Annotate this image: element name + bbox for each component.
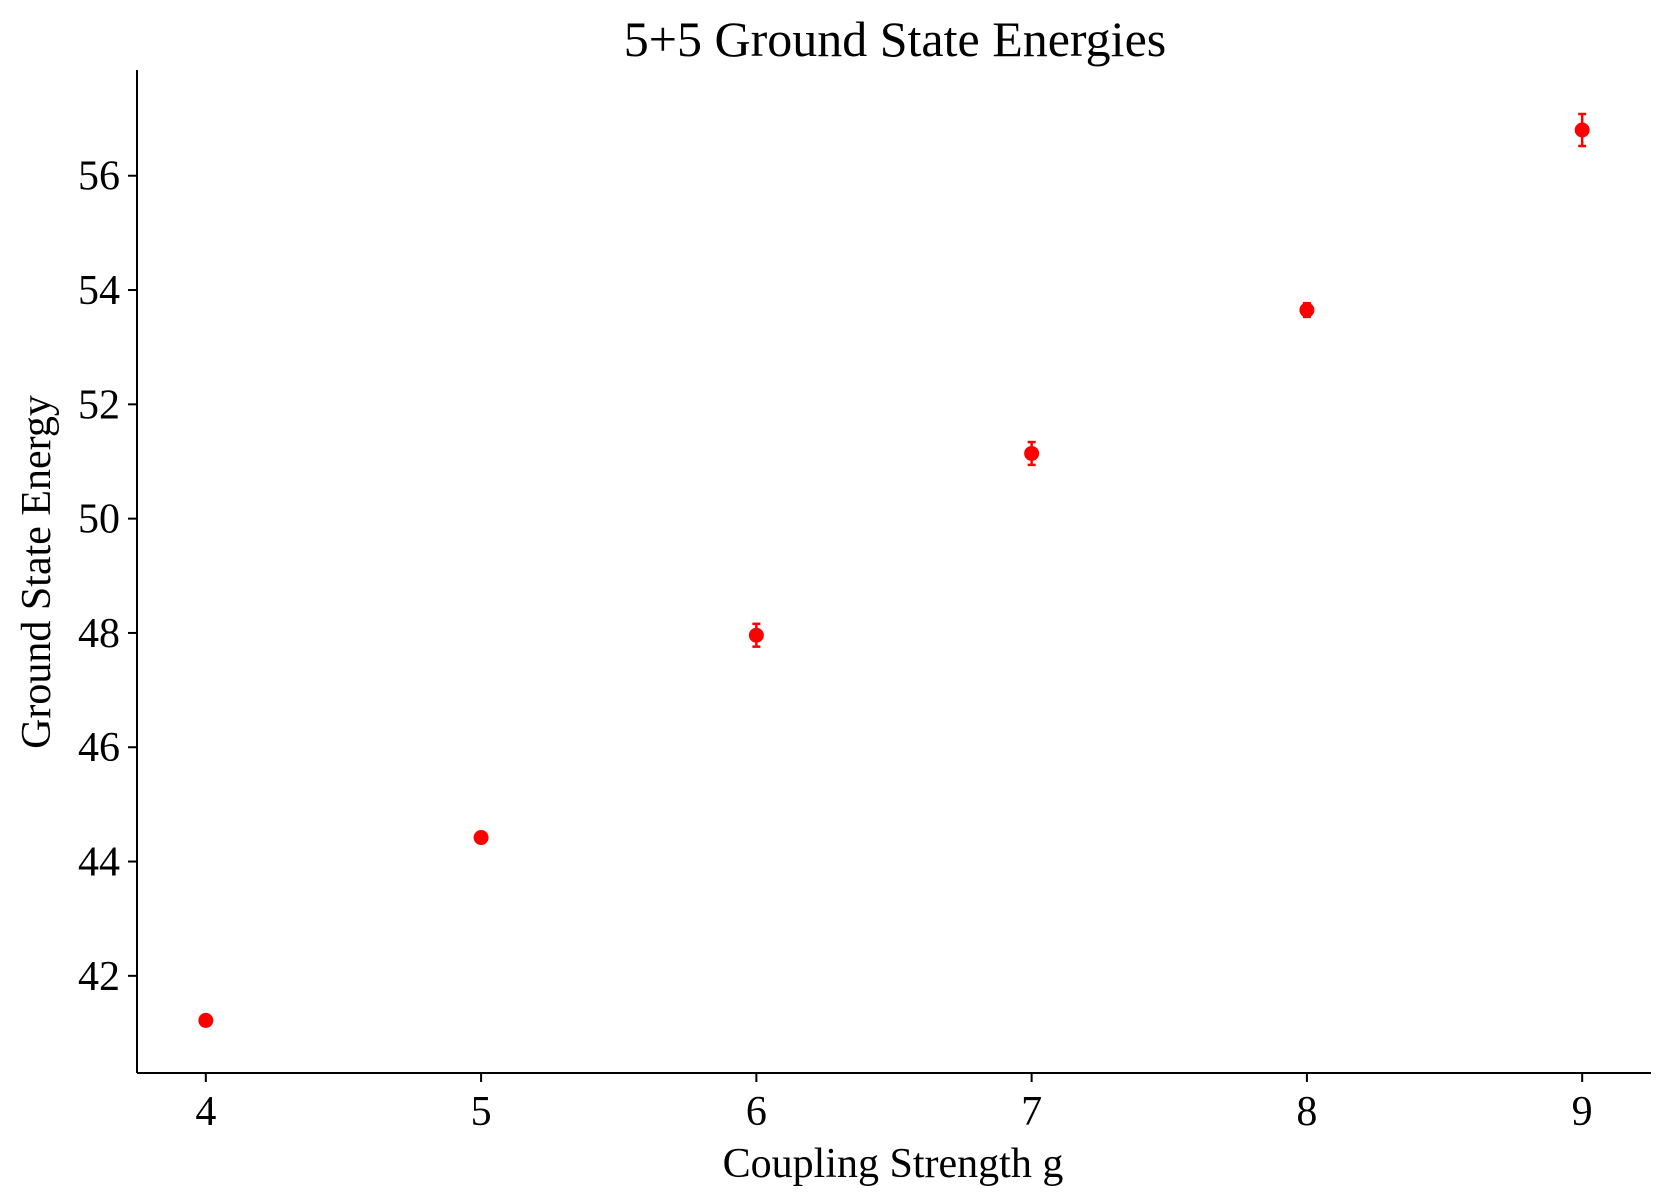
- x-tick-label: 7: [1021, 1089, 1042, 1135]
- data-point: [1574, 122, 1590, 138]
- x-axis-ticks: 4 5 6 7 8 9: [195, 1073, 1593, 1135]
- x-axis-label: Coupling Strength g: [723, 1141, 1064, 1187]
- y-tick-label: 56: [78, 154, 120, 200]
- data-points: [198, 112, 1590, 1028]
- y-tick-label: 50: [78, 497, 120, 543]
- y-tick-label: 48: [78, 611, 120, 657]
- y-tick-label: 46: [78, 725, 120, 771]
- y-tick-label: 54: [78, 268, 120, 314]
- x-tick-label: 4: [195, 1089, 216, 1135]
- data-point: [198, 1012, 214, 1028]
- x-tick-label: 5: [471, 1089, 492, 1135]
- x-tick-label: 9: [1572, 1089, 1593, 1135]
- chart-title: 5+5 Ground State Energies: [624, 11, 1166, 67]
- y-tick-label: 52: [78, 382, 120, 428]
- x-tick-label: 6: [746, 1089, 767, 1135]
- data-point: [1024, 445, 1040, 461]
- data-point: [473, 830, 489, 846]
- data-point: [1299, 302, 1315, 318]
- data-point: [748, 627, 764, 643]
- y-tick-label: 42: [78, 954, 120, 1000]
- y-tick-label: 44: [78, 840, 120, 886]
- x-tick-label: 8: [1296, 1089, 1317, 1135]
- y-axis-ticks: 42 44 46 48 50 52 54 56: [78, 154, 137, 1000]
- y-axis-label: Ground State Energy: [14, 395, 60, 749]
